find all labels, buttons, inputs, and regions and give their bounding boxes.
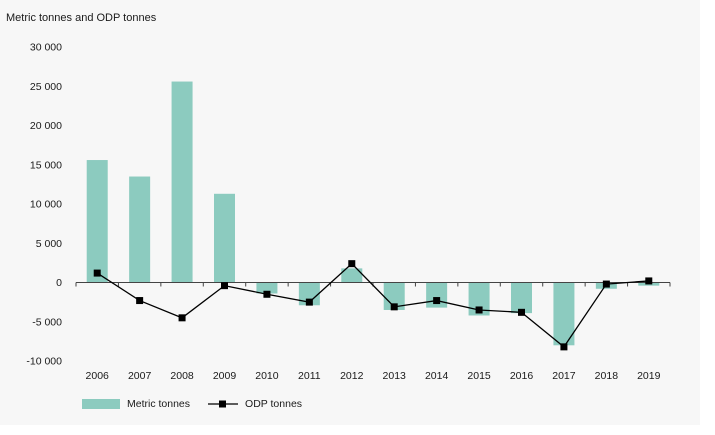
x-tick-label: 2009 — [213, 370, 237, 382]
x-tick-label: 2015 — [467, 370, 491, 382]
point-odp-tonnes — [221, 282, 228, 290]
y-tick-label: 20 000 — [30, 120, 62, 132]
legend-label-odp-tonnes: ODP tonnes — [245, 398, 303, 410]
point-odp-tonnes — [93, 269, 101, 277]
x-tick-label: 2007 — [128, 370, 152, 382]
x-tick-label: 2014 — [425, 370, 449, 382]
chart-plot-area: -10 000 -5 000 0 5 000 10 000 15 000 20 000 25 … — [26, 42, 671, 382]
x-tick-label: 2016 — [510, 370, 534, 382]
y-tick-label: -10 000 — [26, 356, 62, 368]
chart-figure: Metric tonnes and ODP tonnes -10 000 -5 0… — [6, 12, 671, 410]
bar-metric-tonnes — [511, 282, 532, 314]
y-tick-label: 25 000 — [30, 81, 62, 93]
point-odp-tonnes — [390, 303, 398, 311]
y-axis-unit-label: Metric tonnes and ODP tonnes — [6, 12, 157, 24]
y-tick-label: -5 000 — [32, 316, 62, 328]
point-odp-tonnes — [136, 297, 144, 305]
x-tick-label: 2008 — [170, 370, 194, 382]
legend-label-metric-tonnes: Metric tonnes — [127, 398, 191, 410]
legend-swatch-bar — [82, 399, 120, 409]
y-tick-label: 5 000 — [36, 238, 62, 250]
point-odp-tonnes — [645, 277, 653, 285]
point-odp-tonnes — [178, 314, 186, 322]
bar-metric-tonnes — [214, 193, 235, 283]
bar-metric-tonnes — [383, 282, 405, 310]
y-tick-label: 15 000 — [30, 159, 62, 171]
y-tick-label: 30 000 — [30, 42, 62, 54]
bar-metric-tonnes — [86, 160, 108, 283]
x-tick-label: 2019 — [637, 370, 661, 382]
x-tick-label: 2010 — [255, 370, 279, 382]
bar-metric-tonnes — [298, 282, 320, 306]
point-odp-tonnes — [433, 297, 441, 305]
legend-item-metric-tonnes: Metric tonnes — [82, 398, 190, 410]
legend-item-odp-tonnes: ODP tonnes — [208, 398, 302, 410]
bar-metric-tonnes — [468, 282, 490, 316]
point-odp-tonnes — [305, 298, 313, 306]
point-odp-tonnes — [560, 343, 568, 351]
point-odp-tonnes — [348, 260, 356, 268]
x-tick-label: 2018 — [595, 370, 619, 382]
point-odp-tonnes — [518, 308, 525, 316]
point-odp-tonnes — [263, 290, 271, 298]
legend-swatch-line — [208, 400, 239, 408]
y-tick-label: 10 000 — [30, 199, 62, 211]
point-odp-tonnes — [602, 280, 610, 288]
x-tick-label: 2017 — [552, 370, 576, 382]
y-tick-label: 0 — [56, 277, 62, 289]
bar-metric-tonnes — [341, 268, 363, 283]
chart-legend: Metric tonnes ODP tonnes — [82, 398, 302, 410]
bar-metric-tonnes — [553, 282, 575, 346]
x-tick-label: 2011 — [298, 370, 321, 382]
line-odp-tonnes — [96, 262, 649, 348]
bar-metric-tonnes — [171, 81, 193, 283]
bar-metric-tonnes — [129, 176, 151, 283]
x-tick-label: 2012 — [340, 370, 364, 382]
point-odp-tonnes — [475, 306, 483, 314]
bar-metric-tonnes — [256, 282, 278, 294]
x-tick-label: 2006 — [86, 370, 110, 382]
x-tick-label: 2013 — [383, 370, 407, 382]
